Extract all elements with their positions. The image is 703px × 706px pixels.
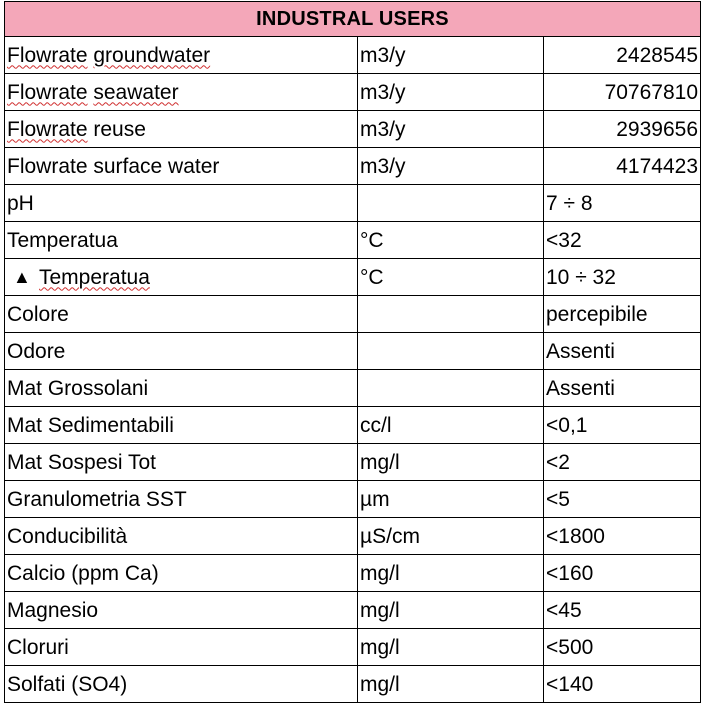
value-cell[interactable]: <45	[542, 591, 702, 629]
parameter-cell[interactable]: Flowrate reuse	[4, 110, 358, 148]
table-row: ▲ Temperatua °C 10 ÷ 32	[4, 258, 702, 296]
unit-cell[interactable]: mg/l	[357, 628, 544, 666]
parameter-cell[interactable]: Cloruri	[4, 628, 358, 666]
value-cell[interactable]: 2428545	[542, 36, 702, 74]
parameter-cell[interactable]: Calcio (ppm Ca)	[4, 554, 358, 592]
value-cell[interactable]: <160	[542, 554, 702, 592]
table-row: Solfati (SO4) mg/l <140	[4, 665, 702, 703]
parameter-label-qualifier: reuse	[93, 117, 146, 141]
parameter-cell[interactable]: Temperatua	[4, 221, 358, 259]
parameter-label: Flowrate	[7, 80, 88, 104]
value-cell[interactable]: <1800	[542, 517, 702, 555]
parameter-cell[interactable]: Colore	[4, 295, 358, 333]
parameter-cell[interactable]: Magnesio	[4, 591, 358, 629]
parameter-cell[interactable]: Odore	[4, 332, 358, 370]
delta-triangle-icon: ▲	[13, 266, 31, 287]
table-row: Flowrate seawater m3/y 70767810	[4, 73, 702, 111]
parameter-cell[interactable]: Mat Sospesi Tot	[4, 443, 358, 481]
table-row: Temperatua °C <32	[4, 221, 702, 259]
parameter-cell[interactable]: Mat Grossolani	[4, 369, 358, 407]
value-cell[interactable]: <32	[542, 221, 702, 259]
unit-cell[interactable]: µm	[357, 480, 544, 518]
table-row: Granulometria SST µm <5	[4, 480, 702, 518]
table-row: Cloruri mg/l <500	[4, 628, 702, 666]
parameter-cell[interactable]: Conducibilità	[4, 517, 358, 555]
table-row: Flowrate surface water m3/y 4174423	[4, 147, 702, 185]
value-cell[interactable]: <140	[542, 665, 702, 703]
table-row: Flowrate reuse m3/y 2939656	[4, 110, 702, 148]
unit-cell[interactable]: mg/l	[357, 443, 544, 481]
unit-cell[interactable]	[357, 332, 544, 370]
unit-cell[interactable]: °C	[357, 258, 544, 296]
parameter-cell[interactable]: Flowrate seawater	[4, 73, 358, 111]
value-cell[interactable]: 4174423	[542, 147, 702, 185]
unit-cell[interactable]: cc/l	[357, 406, 544, 444]
parameter-label-qualifier: seawater	[93, 80, 179, 104]
value-cell[interactable]: 2939656	[542, 110, 702, 148]
unit-cell[interactable]: m3/y	[357, 36, 544, 74]
parameter-cell[interactable]: Mat Sedimentabili	[4, 406, 358, 444]
value-cell[interactable]: <0,1	[542, 406, 702, 444]
table-row: Conducibilità µS/cm <1800	[4, 517, 702, 555]
parameter-cell[interactable]: Flowrate surface water	[4, 147, 358, 185]
unit-cell[interactable]: mg/l	[357, 554, 544, 592]
table-header-row: INDUSTRAL USERS	[3, 1, 702, 37]
parameter-label: Flowrate	[7, 43, 88, 67]
value-cell[interactable]: Assenti	[542, 369, 702, 407]
unit-cell[interactable]: m3/y	[357, 73, 544, 111]
unit-cell[interactable]: m3/y	[357, 110, 544, 148]
value-cell[interactable]: 70767810	[542, 73, 702, 111]
parameter-label: Temperatua	[39, 265, 150, 289]
unit-cell[interactable]: mg/l	[357, 665, 544, 703]
value-cell[interactable]: percepibile	[542, 295, 702, 333]
table-row: Calcio (ppm Ca) mg/l <160	[4, 554, 702, 592]
unit-cell[interactable]	[357, 184, 544, 222]
table-row: Magnesio mg/l <45	[4, 591, 702, 629]
unit-cell[interactable]: µS/cm	[357, 517, 544, 555]
table-row: Colore percepibile	[4, 295, 702, 333]
table-row: Odore Assenti	[4, 332, 702, 370]
unit-cell[interactable]: °C	[357, 221, 544, 259]
table-row: Mat Grossolani Assenti	[4, 369, 702, 407]
parameter-cell[interactable]: Flowrate groundwater	[4, 36, 358, 74]
parameter-cell[interactable]: Granulometria SST	[4, 480, 358, 518]
industrial-users-table: INDUSTRAL USERS Flowrate groundwater m3/…	[3, 1, 702, 703]
parameter-cell[interactable]: pH	[4, 184, 358, 222]
parameter-label-qualifier: groundwater	[93, 43, 211, 67]
value-cell[interactable]: <500	[542, 628, 702, 666]
table-row: Mat Sedimentabili cc/l <0,1	[4, 406, 702, 444]
value-cell[interactable]: <2	[542, 443, 702, 481]
value-cell[interactable]: <5	[542, 480, 702, 518]
table-title[interactable]: INDUSTRAL USERS	[3, 1, 702, 37]
unit-cell[interactable]	[357, 369, 544, 407]
value-cell[interactable]: Assenti	[542, 332, 702, 370]
table-row: Mat Sospesi Tot mg/l <2	[4, 443, 702, 481]
unit-cell[interactable]: mg/l	[357, 591, 544, 629]
table-row: pH 7 ÷ 8	[4, 184, 702, 222]
table-row: Flowrate groundwater m3/y 2428545	[4, 36, 702, 74]
parameter-cell[interactable]: ▲ Temperatua	[4, 258, 358, 296]
value-cell[interactable]: 10 ÷ 32	[542, 258, 702, 296]
spreadsheet: INDUSTRAL USERS Flowrate groundwater m3/…	[3, 1, 702, 703]
parameter-cell[interactable]: Solfati (SO4)	[4, 665, 358, 703]
value-cell[interactable]: 7 ÷ 8	[542, 184, 702, 222]
parameter-label: Flowrate	[7, 117, 88, 141]
unit-cell[interactable]: m3/y	[357, 147, 544, 185]
unit-cell[interactable]	[357, 295, 544, 333]
